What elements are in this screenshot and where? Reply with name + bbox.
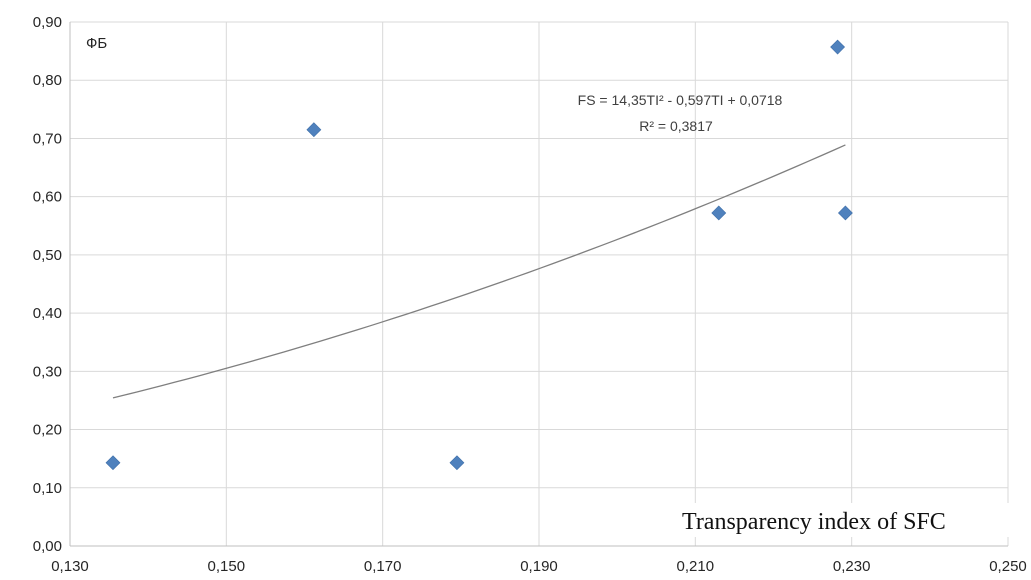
x-axis-label-background [676, 503, 1022, 537]
y-tick-label: 0,50 [33, 247, 62, 264]
data-points [105, 39, 853, 471]
x-tick-label: 0,250 [989, 558, 1027, 575]
data-point [830, 39, 846, 55]
x-tick-label: 0,210 [677, 558, 715, 575]
y-tick-label: 0,70 [33, 130, 62, 147]
data-point [105, 455, 121, 471]
x-tick-label: 0,230 [833, 558, 871, 575]
y-tick-label: 0,00 [33, 538, 62, 555]
trendline-curve [112, 144, 846, 399]
trendline-equation: FS = 14,35TI² - 0,597TI + 0,0718 R² = 0,… [578, 92, 783, 134]
y-tick-label: 0,10 [33, 480, 62, 497]
gridlines [70, 21, 1009, 546]
y-tick-label: 0,90 [33, 14, 62, 31]
y-tick-label: 0,60 [33, 189, 62, 206]
axes [69, 22, 1008, 547]
data-point [306, 122, 322, 138]
x-tick-label: 0,130 [51, 558, 89, 575]
data-point [837, 205, 853, 221]
y-tick-label: 0,30 [33, 363, 62, 380]
x-tick-label: 0,150 [208, 558, 246, 575]
y-tick-label: 0,20 [33, 422, 62, 439]
data-point [711, 205, 727, 221]
data-point [449, 455, 465, 471]
y-tick-label: 0,80 [33, 72, 62, 89]
trendline-equation-text: FS = 14,35TI² - 0,597TI + 0,0718 [578, 92, 783, 108]
trendline-r-squared: R² = 0,3817 [639, 118, 713, 134]
x-tick-label: 0,190 [520, 558, 558, 575]
x-tick-labels: 0,130 0,150 0,170 0,190 0,210 0,230 0,250 [51, 558, 1027, 575]
y-tick-label: 0,40 [33, 305, 62, 322]
x-axis-label: Transparency index of SFC [682, 509, 946, 535]
x-tick-label: 0,170 [364, 558, 402, 575]
trendline-layer [112, 144, 846, 399]
y-tick-labels: 0,00 0,10 0,20 0,30 0,40 0,50 0,60 0,70 0,80 0,90 [33, 14, 62, 555]
y-axis-label: ФБ [86, 35, 107, 52]
